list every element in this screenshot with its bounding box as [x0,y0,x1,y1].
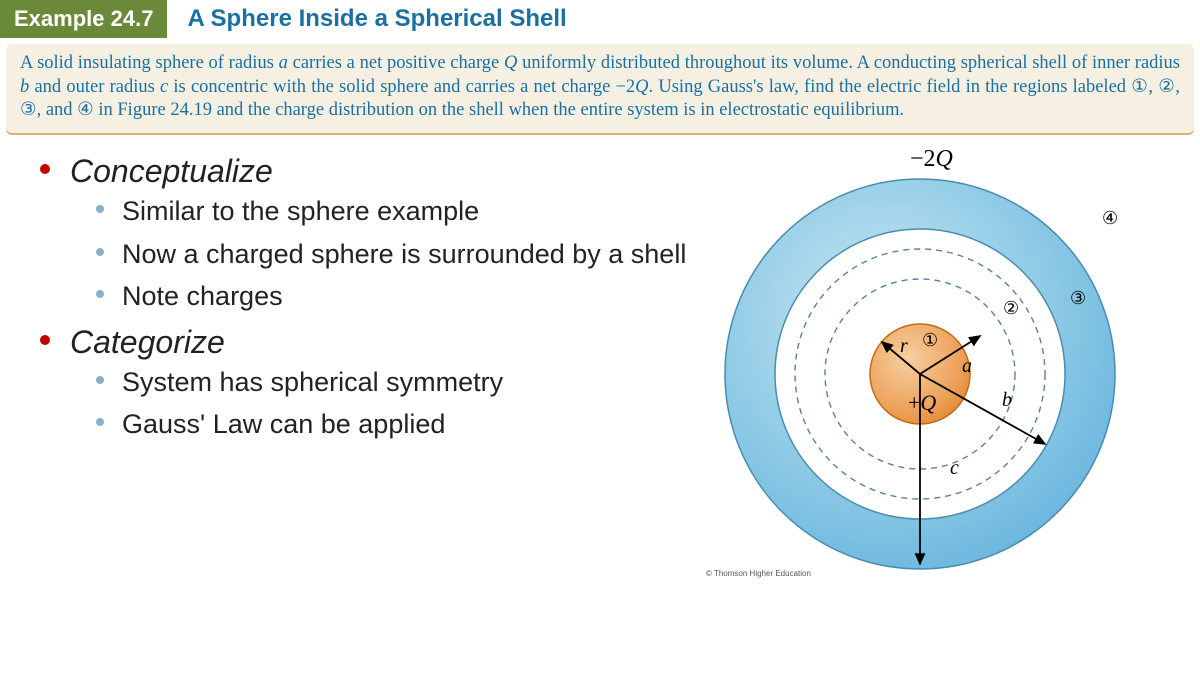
problem-text: A solid insulating sphere of radius a ca… [20,52,1180,123]
bullet-label: Now a charged sphere is surrounded by a … [122,239,686,269]
bullet-sub: Now a charged sphere is surrounded by a … [96,236,700,272]
bullet-label: Similar to the sphere example [122,196,479,226]
bullet-sub: Note charges [96,278,700,314]
bullet-label: System has spherical symmetry [122,367,503,397]
shell-charge-label: −2Q [910,146,953,172]
bullet-dot-icon [40,335,50,345]
content-row: Conceptualize Similar to the sphere exam… [0,138,1200,584]
bullet-dot-icon [96,376,104,384]
bullet-list: Conceptualize Similar to the sphere exam… [0,138,700,584]
bullet-label: Categorize [70,324,225,360]
bullet-sub: Similar to the sphere example [96,193,700,229]
figure-spherical-shell: r ① a b c +Q ② ③ [700,144,1140,584]
region-1-label: ① [922,330,938,350]
radius-b-label: b [1002,389,1012,411]
example-title: A Sphere Inside a Spherical Shell [187,5,566,33]
figure-wrap: r ① a b c +Q ② ③ [700,138,1200,584]
radius-a-label: a [962,355,972,377]
region-4-label: ④ [1102,208,1118,228]
figure-credit: © Thomson Higher Education [706,569,811,578]
radius-c-label: c [950,457,959,479]
bullet-label: Conceptualize [70,153,273,189]
bullet-sub: System has spherical symmetry [96,364,700,400]
bullet-dot-icon [40,164,50,174]
bullet-dot-icon [96,290,104,298]
region-2-label: ② [1003,298,1019,318]
figure-svg: r ① a b c +Q ② ③ [700,144,1140,584]
bullet-dot-icon [96,205,104,213]
region-3-label: ③ [1070,288,1086,308]
bullet-sub: Gauss' Law can be applied [96,406,700,442]
bullet-dot-icon [96,418,104,426]
bullet-label: Note charges [122,281,283,311]
example-header: Example 24.7 A Sphere Inside a Spherical… [0,0,1200,38]
problem-box: A solid insulating sphere of radius a ca… [6,44,1194,134]
inner-charge-label: +Q [908,390,936,415]
bullet-dot-icon [96,248,104,256]
bullet-categorize: Categorize System has spherical symmetry… [40,321,700,443]
example-badge: Example 24.7 [0,0,167,38]
bullet-conceptualize: Conceptualize Similar to the sphere exam… [40,150,700,315]
bullet-label: Gauss' Law can be applied [122,409,445,439]
radius-r-label: r [900,335,908,357]
slide: Example 24.7 A Sphere Inside a Spherical… [0,0,1200,690]
